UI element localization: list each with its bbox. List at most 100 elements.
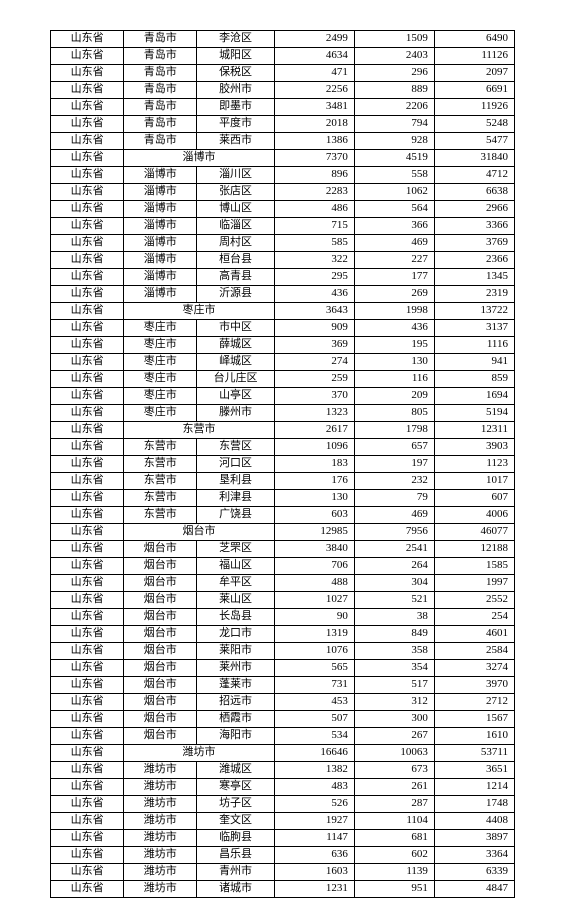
cell: 福山区 — [197, 558, 274, 575]
cell: 896 — [274, 167, 354, 184]
cell-value: 2617 — [274, 422, 354, 439]
cell: 枣庄市 — [124, 405, 197, 422]
cell: 2966 — [434, 201, 514, 218]
cell: 山东省 — [51, 626, 124, 643]
cell: 山东省 — [51, 575, 124, 592]
cell: 潍坊市 — [124, 779, 197, 796]
cell: 2584 — [434, 643, 514, 660]
table-row: 山东省烟台市莱阳市10763582584 — [51, 643, 515, 660]
cell: 莱山区 — [197, 592, 274, 609]
cell: 370 — [274, 388, 354, 405]
cell: 山东省 — [51, 337, 124, 354]
cell: 潍坊市 — [124, 762, 197, 779]
cell: 564 — [354, 201, 434, 218]
cell: 青岛市 — [124, 65, 197, 82]
cell: 4634 — [274, 48, 354, 65]
table-row: 山东省东营市河口区1831971123 — [51, 456, 515, 473]
cell: 青州市 — [197, 864, 274, 881]
table-row: 山东省烟台市芝罘区3840254112188 — [51, 541, 515, 558]
table-row: 山东省东营市垦利县1762321017 — [51, 473, 515, 490]
cell: 3481 — [274, 99, 354, 116]
cell: 197 — [354, 456, 434, 473]
cell: 东营市 — [124, 490, 197, 507]
cell: 1319 — [274, 626, 354, 643]
table-row: 山东省淄博市桓台县3222272366 — [51, 252, 515, 269]
cell: 山东省 — [51, 541, 124, 558]
cell: 436 — [274, 286, 354, 303]
cell: 267 — [354, 728, 434, 745]
cell: 博山区 — [197, 201, 274, 218]
cell: 垦利县 — [197, 473, 274, 490]
cell: 淄博市 — [124, 235, 197, 252]
cell: 2541 — [354, 541, 434, 558]
cell: 1062 — [354, 184, 434, 201]
table-row: 山东省潍坊市潍城区13826733651 — [51, 762, 515, 779]
cell: 长岛县 — [197, 609, 274, 626]
cell: 山东省 — [51, 558, 124, 575]
cell: 1214 — [434, 779, 514, 796]
cell: 烟台市 — [124, 575, 197, 592]
cell: 牟平区 — [197, 575, 274, 592]
cell: 5477 — [434, 133, 514, 150]
cell: 淄博市 — [124, 201, 197, 218]
table-row: 山东省淄博市张店区228310626638 — [51, 184, 515, 201]
cell: 90 — [274, 609, 354, 626]
cell: 潍坊市 — [124, 796, 197, 813]
cell: 广饶县 — [197, 507, 274, 524]
cell: 657 — [354, 439, 434, 456]
cell: 山东省 — [51, 592, 124, 609]
table-row: 山东省枣庄市山亭区3702091694 — [51, 388, 515, 405]
cell: 青岛市 — [124, 133, 197, 150]
table-row: 山东省青岛市保税区4712962097 — [51, 65, 515, 82]
cell: 1104 — [354, 813, 434, 830]
cell: 山东省 — [51, 643, 124, 660]
table-row: 山东省枣庄市市中区9094363137 — [51, 320, 515, 337]
cell: 2366 — [434, 252, 514, 269]
cell: 台儿庄区 — [197, 371, 274, 388]
table-row: 山东省烟台市福山区7062641585 — [51, 558, 515, 575]
cell: 1147 — [274, 830, 354, 847]
cell: 526 — [274, 796, 354, 813]
table-row: 山东省潍坊市昌乐县6366023364 — [51, 847, 515, 864]
cell: 山亭区 — [197, 388, 274, 405]
cell: 莱州市 — [197, 660, 274, 677]
table-row: 山东省枣庄市台儿庄区259116859 — [51, 371, 515, 388]
cell: 261 — [354, 779, 434, 796]
cell: 521 — [354, 592, 434, 609]
cell: 177 — [354, 269, 434, 286]
cell: 1076 — [274, 643, 354, 660]
cell: 1231 — [274, 881, 354, 898]
cell: 6638 — [434, 184, 514, 201]
cell: 莱阳市 — [197, 643, 274, 660]
cell-city-section: 烟台市 — [124, 524, 275, 541]
table-row: 山东省烟台市12985795646077 — [51, 524, 515, 541]
cell: 227 — [354, 252, 434, 269]
cell: 1123 — [434, 456, 514, 473]
cell: 枣庄市 — [124, 320, 197, 337]
cell: 山东省 — [51, 371, 124, 388]
table-row: 山东省淄博市周村区5854693769 — [51, 235, 515, 252]
table-row: 山东省枣庄市滕州市13238055194 — [51, 405, 515, 422]
cell: 青岛市 — [124, 116, 197, 133]
table-row: 山东省淄博市高青县2951771345 — [51, 269, 515, 286]
cell: 2552 — [434, 592, 514, 609]
cell: 张店区 — [197, 184, 274, 201]
cell: 薛城区 — [197, 337, 274, 354]
cell: 东营市 — [124, 439, 197, 456]
cell: 山东省 — [51, 354, 124, 371]
cell: 淄博市 — [124, 184, 197, 201]
cell: 山东省 — [51, 711, 124, 728]
table-row: 山东省潍坊市寒亭区4832611214 — [51, 779, 515, 796]
cell: 4006 — [434, 507, 514, 524]
cell: 烟台市 — [124, 728, 197, 745]
cell: 山东省 — [51, 201, 124, 218]
cell: 山东省 — [51, 609, 124, 626]
cell: 517 — [354, 677, 434, 694]
cell: 峄城区 — [197, 354, 274, 371]
cell: 1323 — [274, 405, 354, 422]
cell: 即墨市 — [197, 99, 274, 116]
cell: 淄博市 — [124, 218, 197, 235]
cell: 山东省 — [51, 456, 124, 473]
cell: 859 — [434, 371, 514, 388]
data-table: 山东省青岛市李沧区249915096490山东省青岛市城阳区4634240311… — [50, 30, 515, 898]
